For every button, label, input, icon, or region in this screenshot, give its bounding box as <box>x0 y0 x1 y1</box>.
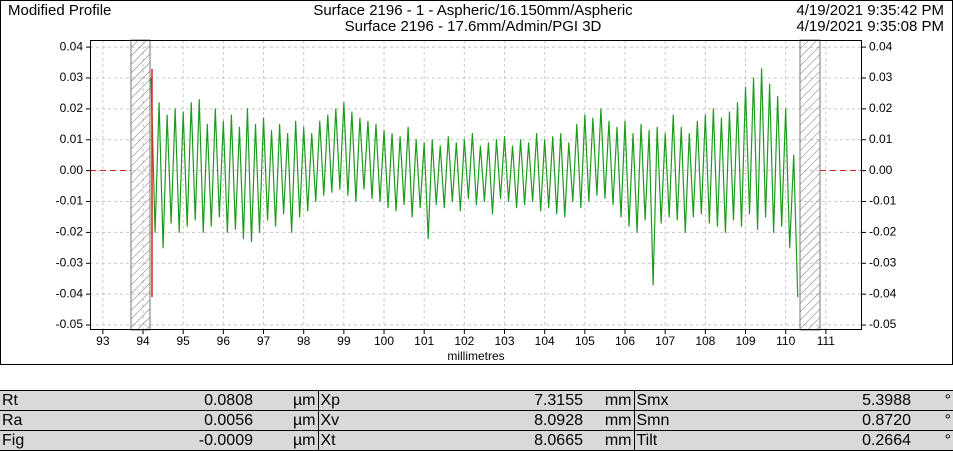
exclusion-zone <box>799 39 821 331</box>
table-cell: 8.0665 <box>440 430 585 451</box>
y-tick-label: 0.04 <box>60 39 84 53</box>
y-tick-label: 0.02 <box>60 101 84 115</box>
header-right: 4/19/2021 9:35:08 PM <box>796 18 944 35</box>
x-tick-label: 95 <box>177 334 191 348</box>
y-tick-label: 0.01 <box>60 132 84 146</box>
y2-tick-label: 0.03 <box>869 70 893 84</box>
table-cell: Xv <box>318 410 440 431</box>
x-tick-label: 100 <box>374 334 394 348</box>
y-tick-label: -0.05 <box>56 317 84 331</box>
header-left: Modified Profile <box>8 2 111 19</box>
table-cell: Xp <box>318 390 440 411</box>
table-cell: 0.0808 <box>160 390 255 411</box>
x-axis-label: millimetres <box>447 349 504 363</box>
table-row: Rt 0.0808 µm Xp 7.3155 mm Smx 5.3988 ° <box>0 390 953 411</box>
y2-tick-label: -0.04 <box>869 286 897 300</box>
x-tick-label: 98 <box>297 334 311 348</box>
profile-line <box>150 68 799 298</box>
y-tick-label: -0.02 <box>56 225 84 239</box>
y2-tick-label: -0.01 <box>869 194 897 208</box>
x-tick-label: 108 <box>695 334 715 348</box>
plot-frame <box>90 40 862 330</box>
table-cell: 0.8720 <box>780 410 913 431</box>
table-cell: -0.0009 <box>160 430 255 451</box>
header-right: 4/19/2021 9:35:42 PM <box>796 2 944 19</box>
table-cell: 7.3155 <box>440 390 585 411</box>
table-cell: 0.0056 <box>160 410 255 431</box>
table-cell: mm <box>585 410 635 431</box>
table-cell: Smn <box>634 410 780 431</box>
y2-tick-label: 0.02 <box>869 101 893 115</box>
x-tick-label: 110 <box>776 334 795 348</box>
table-cell: Smx <box>634 390 780 411</box>
table-row: Ra 0.0056 µm Xv 8.0928 mm Smn 0.8720 ° <box>0 410 953 431</box>
y2-tick-label: 0.01 <box>869 132 893 146</box>
table-cell: µm <box>255 390 319 411</box>
x-tick-label: 102 <box>454 334 474 348</box>
x-tick-label: 96 <box>217 334 231 348</box>
table-cell: µm <box>255 410 319 431</box>
table-cell: 0.2664 <box>780 430 913 451</box>
x-tick-label: 111 <box>817 334 836 348</box>
table-cell: mm <box>585 430 635 451</box>
y2-tick-label: 0.00 <box>869 163 893 177</box>
table-cell: Xt <box>318 430 440 451</box>
y-tick-label: 0.03 <box>60 70 84 84</box>
x-tick-label: 101 <box>414 334 434 348</box>
table-cell: 8.0928 <box>440 410 585 431</box>
table-cell: 5.3988 <box>780 390 913 411</box>
x-tick-label: 103 <box>495 334 515 348</box>
table-cell: µm <box>255 430 319 451</box>
x-tick-label: 106 <box>615 334 635 348</box>
y2-tick-label: 0.04 <box>869 39 893 53</box>
chart: Modified Profile Surface 2196 - 1 - Asph… <box>0 0 953 365</box>
table-cell: ° <box>913 410 953 431</box>
table-cell: ° <box>913 390 953 411</box>
header-center: Surface 2196 - 17.6mm/Admin/PGI 3D <box>345 18 602 35</box>
table-cell: mm <box>585 390 635 411</box>
y2-tick-label: -0.02 <box>869 225 897 239</box>
x-tick-label: 94 <box>136 334 150 348</box>
x-tick-label: 97 <box>257 334 271 348</box>
x-tick-label: 99 <box>337 334 351 348</box>
x-tick-label: 105 <box>575 334 595 348</box>
x-tick-label: 93 <box>96 334 110 348</box>
y2-tick-label: -0.05 <box>869 317 897 331</box>
grid <box>86 40 866 334</box>
table-cell: Rt <box>0 390 160 411</box>
table-row: Fig -0.0009 µm Xt 8.0665 mm Tilt 0.2664 ° <box>0 430 953 451</box>
header-center: Surface 2196 - 1 - Aspheric/16.150mm/Asp… <box>313 2 633 19</box>
y-tick-label: -0.01 <box>56 194 84 208</box>
stats-table: Rt 0.0808 µm Xp 7.3155 mm Smx 5.3988 ° Ra 0.0056 µm… <box>0 390 953 451</box>
table-cell: Fig <box>0 430 160 451</box>
y-tick-label: -0.04 <box>56 286 84 300</box>
plot <box>150 68 799 298</box>
x-tick-label: 107 <box>655 334 675 348</box>
table-cell: Tilt <box>634 430 780 451</box>
x-tick-label: 109 <box>736 334 756 348</box>
y-tick-label: 0.00 <box>60 163 84 177</box>
table-cell: Ra <box>0 410 160 431</box>
y2-tick-label: -0.03 <box>869 255 897 269</box>
y-tick-label: -0.03 <box>56 255 84 269</box>
x-tick-label: 104 <box>535 334 555 348</box>
table-cell: ° <box>913 430 953 451</box>
exclusion-zone <box>130 39 151 331</box>
